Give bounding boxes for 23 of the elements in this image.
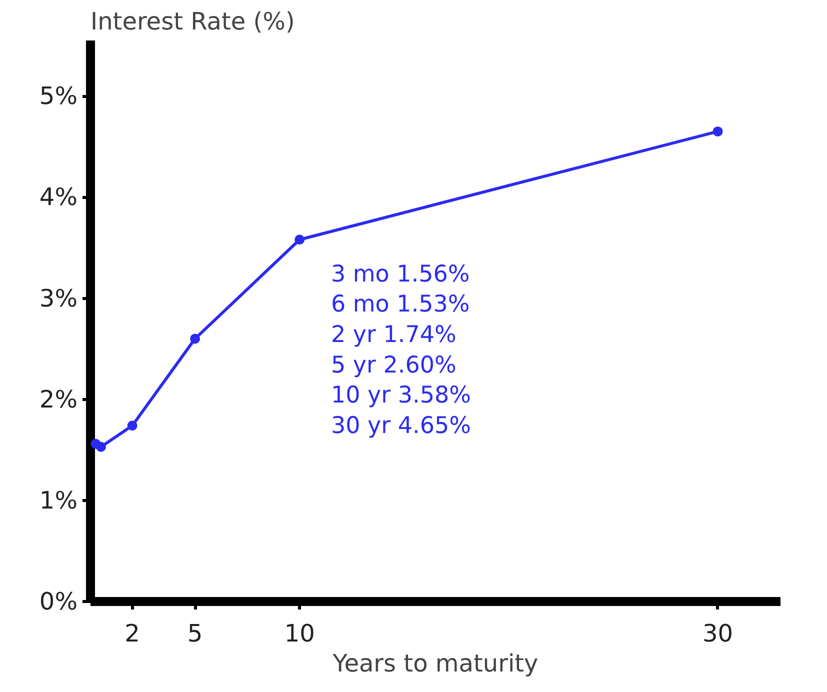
point [127,420,138,431]
point [294,234,305,245]
y-tick-label: 2% [39,385,78,414]
point [96,442,106,452]
annotation: 30 yr 4.65% [330,412,471,439]
x-tick-label: 2 [124,620,140,648]
x-tick-label: 5 [187,620,203,648]
y-axis-title: Interest Rate (%) [90,8,295,36]
x-tick-label: 10 [284,620,315,648]
x-tick-label: 30 [702,620,734,648]
y-tick-label: 3% [39,284,78,312]
annotation: 3 mo 1.56% [330,261,470,288]
y-tick-label: 1% [39,486,78,514]
x-axis-title: Years to maturity [332,650,538,678]
point [190,334,200,344]
annotation: 5 yr 2.60% [330,352,456,378]
y-tick-label: 0% [39,588,78,616]
annotation: 2 yr 1.74% [330,322,456,348]
y-tick-label: 5% [39,82,78,110]
annotation: 10 yr 3.58% [330,382,471,409]
annotation: 6 mo 1.53% [330,292,470,318]
point [712,126,723,136]
y-tick-label: 4% [39,183,78,212]
